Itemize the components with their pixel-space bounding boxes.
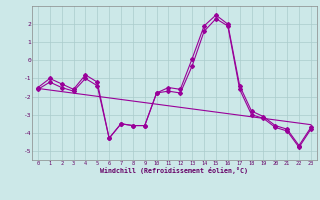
X-axis label: Windchill (Refroidissement éolien,°C): Windchill (Refroidissement éolien,°C) [100, 167, 248, 174]
